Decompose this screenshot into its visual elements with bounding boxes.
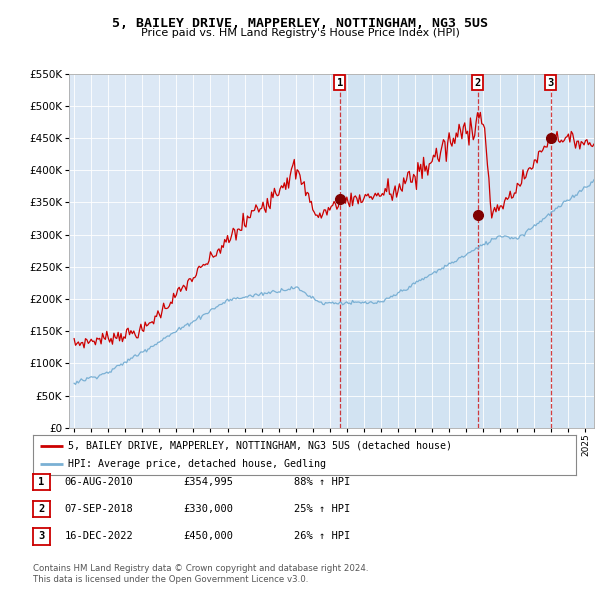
- Text: HPI: Average price, detached house, Gedling: HPI: Average price, detached house, Gedl…: [68, 459, 326, 469]
- Bar: [340, 74, 594, 428]
- Text: 25% ↑ HPI: 25% ↑ HPI: [294, 504, 350, 514]
- Text: £330,000: £330,000: [183, 504, 233, 514]
- Text: 2: 2: [38, 504, 44, 514]
- Text: 1: 1: [38, 477, 44, 487]
- Text: 88% ↑ HPI: 88% ↑ HPI: [294, 477, 350, 487]
- Text: 06-AUG-2010: 06-AUG-2010: [65, 477, 134, 487]
- Text: Contains HM Land Registry data © Crown copyright and database right 2024.: Contains HM Land Registry data © Crown c…: [33, 565, 368, 573]
- Text: 3: 3: [38, 532, 44, 541]
- Text: 1: 1: [337, 78, 343, 87]
- Text: £354,995: £354,995: [183, 477, 233, 487]
- Text: 16-DEC-2022: 16-DEC-2022: [65, 532, 134, 541]
- Text: 3: 3: [547, 78, 554, 87]
- Text: £450,000: £450,000: [183, 532, 233, 541]
- Text: 26% ↑ HPI: 26% ↑ HPI: [294, 532, 350, 541]
- Text: 07-SEP-2018: 07-SEP-2018: [65, 504, 134, 514]
- Text: This data is licensed under the Open Government Licence v3.0.: This data is licensed under the Open Gov…: [33, 575, 308, 584]
- Text: Price paid vs. HM Land Registry's House Price Index (HPI): Price paid vs. HM Land Registry's House …: [140, 28, 460, 38]
- Text: 2: 2: [475, 78, 481, 87]
- Text: 5, BAILEY DRIVE, MAPPERLEY, NOTTINGHAM, NG3 5US: 5, BAILEY DRIVE, MAPPERLEY, NOTTINGHAM, …: [112, 17, 488, 30]
- Text: 5, BAILEY DRIVE, MAPPERLEY, NOTTINGHAM, NG3 5US (detached house): 5, BAILEY DRIVE, MAPPERLEY, NOTTINGHAM, …: [68, 441, 452, 451]
